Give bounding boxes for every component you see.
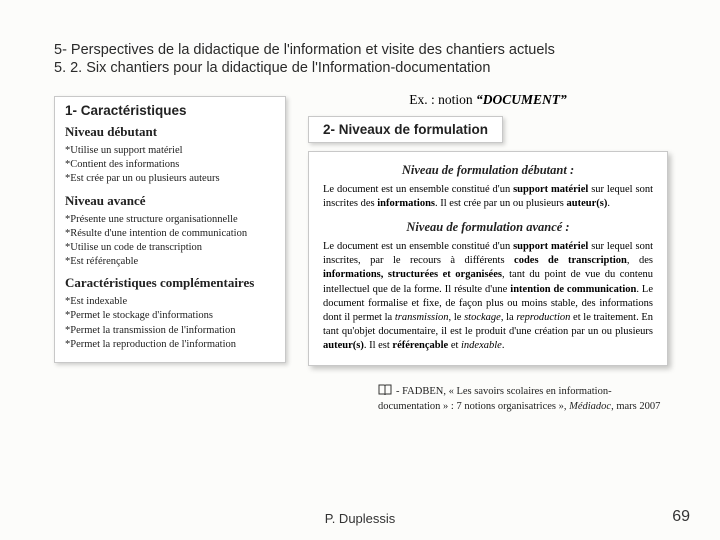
list-item: Est indexable bbox=[65, 295, 275, 309]
heading-line-2: 5. 2. Six chantiers pour la didactique d… bbox=[54, 60, 680, 76]
left-column: 1- Caractéristiques Niveau débutant Util… bbox=[54, 96, 286, 414]
page-number: 69 bbox=[672, 508, 690, 526]
reference-journal: Médiadoc bbox=[569, 401, 611, 412]
formulation-avance-text: Le document est un ensemble constitué d'… bbox=[323, 240, 653, 353]
right-column: Ex. : notion “DOCUMENT” 2- Niveaux de fo… bbox=[308, 96, 680, 414]
example-prefix: Ex. : notion bbox=[409, 92, 476, 107]
reference-date: , mars 2007 bbox=[611, 401, 660, 412]
list-item: Utilise un support matériel bbox=[65, 144, 275, 158]
formulation-debutant-text: Le document est un ensemble constitué d'… bbox=[323, 183, 653, 211]
list-item: Contient des informations bbox=[65, 158, 275, 172]
list-item: Résulte d'une intention de communication bbox=[65, 227, 275, 241]
complementaires-bullets: Est indexablePermet le stockage d'inform… bbox=[65, 295, 275, 352]
list-item: Permet le stockage d'informations bbox=[65, 309, 275, 323]
list-item: Permet la reproduction de l'information bbox=[65, 338, 275, 352]
debutant-bullets: Utilise un support matérielContient des … bbox=[65, 144, 275, 187]
section-2-title: 2- Niveaux de formulation bbox=[308, 116, 503, 143]
heading-line-1: 5- Perspectives de la didactique de l'in… bbox=[54, 42, 680, 58]
section-1-title: 1- Caractéristiques bbox=[65, 103, 275, 118]
formulation-avance-title: Niveau de formulation avancé : bbox=[323, 219, 653, 236]
level-avance-label: Niveau avancé bbox=[65, 193, 275, 209]
reference-citation: - FADBEN, « Les savoirs scolaires en inf… bbox=[378, 384, 668, 413]
list-item: Est référençable bbox=[65, 255, 275, 269]
example-term: “DOCUMENT” bbox=[476, 92, 567, 107]
formulation-box: Niveau de formulation débutant : Le docu… bbox=[308, 151, 668, 366]
example-line: Ex. : notion “DOCUMENT” bbox=[308, 92, 668, 108]
list-item: Permet la transmission de l'information bbox=[65, 324, 275, 338]
avance-bullets: Présente une structure organisationnelle… bbox=[65, 213, 275, 270]
complementaires-label: Caractéristiques complémentaires bbox=[65, 275, 275, 291]
footer-author: P. Duplessis bbox=[325, 511, 396, 526]
formulation-debutant-title: Niveau de formulation débutant : bbox=[323, 162, 653, 179]
list-item: Utilise un code de transcription bbox=[65, 241, 275, 255]
characteristics-box: 1- Caractéristiques Niveau débutant Util… bbox=[54, 96, 286, 363]
list-item: Est crée par un ou plusieurs auteurs bbox=[65, 172, 275, 186]
level-debutant-label: Niveau débutant bbox=[65, 124, 275, 140]
book-icon bbox=[378, 384, 392, 396]
list-item: Présente une structure organisationnelle bbox=[65, 213, 275, 227]
